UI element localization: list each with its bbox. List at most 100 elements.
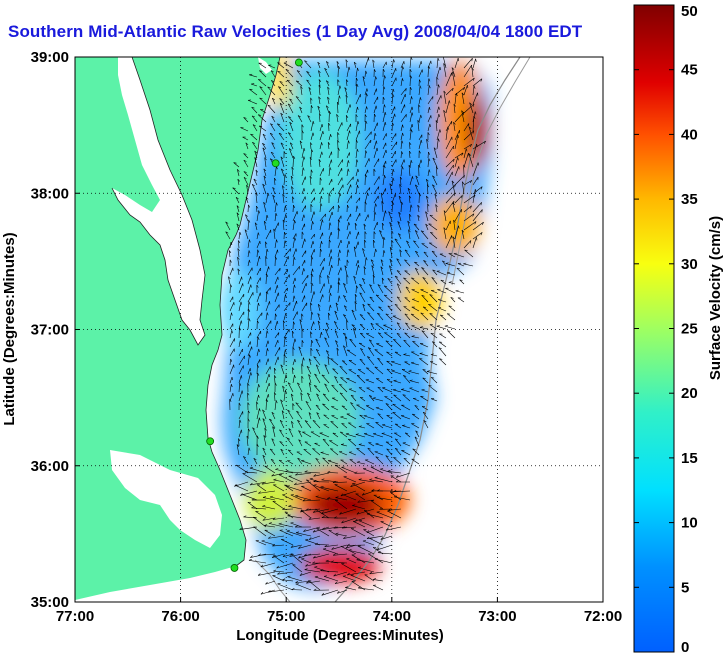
velocity-vector-head [366, 88, 368, 92]
velocity-vector-head [274, 375, 277, 379]
velocity-vector [317, 106, 321, 114]
velocity-vector-head [380, 259, 384, 262]
velocity-vector-head [403, 277, 407, 279]
velocity-vector [383, 285, 393, 294]
velocity-vector [228, 276, 231, 285]
velocity-vector [332, 368, 339, 375]
velocity-vector-head [408, 370, 412, 372]
velocity-vector [247, 259, 250, 267]
velocity-vector-head [468, 153, 472, 156]
velocity-vector [448, 282, 456, 285]
velocity-vector [411, 458, 420, 465]
velocity-vector-head [282, 578, 286, 581]
velocity-vector [363, 510, 375, 519]
velocity-vector [409, 57, 412, 69]
velocity-vector-head [366, 536, 370, 539]
velocity-vector-head [287, 409, 291, 412]
velocity-vector-head [236, 205, 240, 208]
velocity-vector-head [322, 219, 324, 223]
velocity-vector-head [377, 551, 381, 554]
velocity-vector [283, 329, 290, 339]
velocity-vector [368, 347, 375, 357]
velocity-vector [445, 72, 452, 87]
velocity-vector-head [321, 124, 323, 128]
velocity-vector [445, 235, 453, 249]
velocity-vector-head [239, 327, 241, 331]
velocity-vector [254, 222, 258, 231]
velocity-vector [342, 526, 357, 529]
velocity-vector [364, 192, 368, 204]
velocity-vector [382, 237, 385, 249]
velocity-vector [382, 61, 387, 69]
velocity-vector-head [283, 353, 286, 357]
velocity-vector-head [258, 302, 260, 306]
velocity-vector-head [393, 495, 397, 498]
velocity-vector-head [247, 382, 250, 386]
velocity-vector [301, 295, 305, 303]
velocity-vector-head [353, 61, 357, 65]
velocity-vector-head [357, 375, 361, 377]
velocity-vector-head [334, 321, 337, 324]
velocity-vector [258, 553, 276, 556]
velocity-vector [445, 263, 456, 267]
velocity-vector-head [318, 96, 321, 100]
velocity-vector [429, 361, 438, 366]
velocity-vector [358, 387, 366, 393]
velocity-vector [385, 441, 393, 447]
velocity-vector-head [262, 183, 266, 187]
velocity-vector [373, 158, 380, 168]
velocity-vector [356, 448, 366, 456]
velocity-vector [262, 505, 276, 510]
velocity-vector [310, 221, 313, 231]
velocity-vector-head [276, 202, 278, 206]
velocity-vector-head [394, 275, 398, 278]
velocity-vector-head [347, 204, 349, 208]
velocity-vector-head [373, 239, 376, 243]
velocity-vector-head [252, 184, 255, 187]
velocity-vector-head [410, 204, 413, 208]
velocity-vector-head [327, 497, 331, 499]
velocity-vector [415, 175, 420, 186]
velocity-vector [256, 256, 260, 267]
velocity-vector [353, 275, 357, 285]
velocity-vector-head [277, 572, 280, 575]
velocity-vector [265, 301, 270, 312]
velocity-vector [308, 382, 312, 393]
velocity-vector-head [358, 425, 362, 427]
velocity-vector-head [344, 87, 348, 90]
velocity-vector-head [338, 295, 341, 299]
velocity-vector [229, 242, 232, 249]
velocity-vector [350, 528, 366, 537]
velocity-vector-head [384, 285, 388, 287]
velocity-vector [385, 455, 393, 465]
velocity-vector [252, 427, 258, 438]
velocity-vector [364, 239, 366, 249]
velocity-vector [318, 79, 321, 87]
velocity-vector [346, 213, 352, 222]
velocity-vector [380, 259, 384, 267]
velocity-vector [358, 342, 366, 348]
velocity-vector [237, 179, 240, 186]
velocity-vector-head [324, 213, 326, 217]
velocity-vector [400, 66, 403, 78]
velocity-vector-head [332, 553, 336, 556]
velocity-vector-head [345, 94, 348, 98]
velocity-vector-head [428, 78, 431, 82]
velocity-vector-head [228, 276, 231, 280]
velocity-vector-head [348, 140, 350, 144]
velocity-vector-head [254, 222, 258, 226]
velocity-vector-head [271, 412, 275, 415]
velocity-vector-head [356, 511, 360, 515]
velocity-vector-head [365, 120, 368, 124]
velocity-color-patch [240, 360, 360, 480]
velocity-vector-head [420, 230, 424, 233]
velocity-vector [357, 369, 366, 375]
velocity-vector-head [326, 350, 329, 353]
velocity-vector [421, 295, 429, 303]
velocity-vector [381, 433, 393, 438]
velocity-vector [383, 294, 393, 303]
velocity-vector [400, 166, 403, 177]
velocity-vector-head [334, 376, 338, 379]
velocity-vector [373, 176, 380, 186]
velocity-vector-head [327, 470, 331, 473]
